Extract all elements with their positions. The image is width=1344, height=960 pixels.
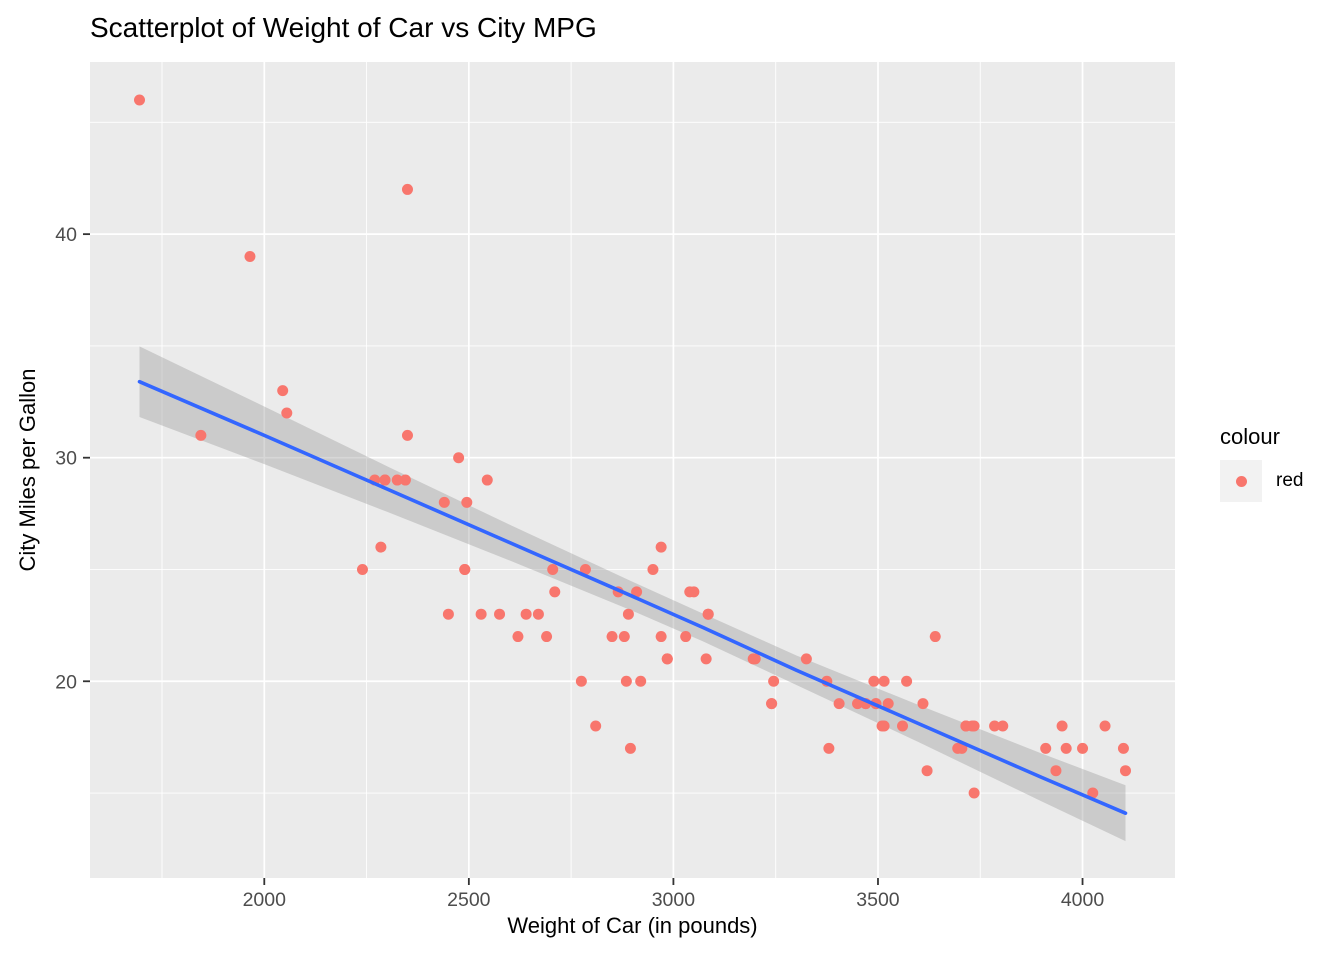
- data-point: [575, 675, 587, 687]
- data-point: [401, 183, 413, 195]
- data-point: [1060, 742, 1072, 754]
- data-point: [1117, 742, 1129, 754]
- plot-panel: [90, 62, 1175, 878]
- data-point: [878, 675, 890, 687]
- data-point: [401, 429, 413, 441]
- data-point: [442, 608, 454, 620]
- data-point: [929, 631, 941, 643]
- y-axis-title: City Miles per Gallon: [15, 368, 40, 572]
- data-point: [702, 608, 714, 620]
- data-point: [655, 631, 667, 643]
- data-point: [453, 452, 465, 464]
- data-point: [277, 385, 289, 397]
- x-tick-label: 3500: [856, 889, 900, 911]
- data-point: [1050, 765, 1062, 777]
- data-point: [494, 608, 506, 620]
- data-point: [1119, 765, 1131, 777]
- data-point: [635, 675, 647, 687]
- data-point: [655, 541, 667, 553]
- data-point: [1077, 742, 1089, 754]
- data-point: [379, 474, 391, 486]
- data-point: [244, 250, 256, 262]
- y-tick-label: 40: [55, 224, 77, 246]
- data-point: [195, 429, 207, 441]
- data-point: [768, 675, 780, 687]
- data-point: [647, 563, 659, 575]
- data-point: [631, 586, 643, 598]
- data-point: [549, 586, 561, 598]
- data-point: [620, 675, 632, 687]
- data-point: [661, 653, 673, 665]
- data-point: [1056, 720, 1068, 732]
- data-point: [749, 653, 761, 665]
- legend-key: [1220, 460, 1262, 502]
- data-point: [901, 675, 913, 687]
- data-point: [461, 496, 473, 508]
- data-point: [1099, 720, 1111, 732]
- data-point: [960, 720, 972, 732]
- data-point: [897, 720, 909, 732]
- data-point: [356, 563, 368, 575]
- data-point: [1040, 742, 1052, 754]
- data-point: [459, 563, 471, 575]
- x-tick-label: 3000: [652, 889, 696, 911]
- data-point: [134, 94, 146, 106]
- data-point: [475, 608, 487, 620]
- data-point: [989, 720, 1001, 732]
- data-point: [579, 563, 591, 575]
- data-point: [547, 563, 559, 575]
- data-point: [1087, 787, 1099, 799]
- y-tick-label: 30: [55, 448, 77, 470]
- legend-title: colour: [1220, 424, 1280, 449]
- legend-point-icon: [1235, 475, 1247, 487]
- data-point: [852, 698, 864, 710]
- legend: colour red: [1220, 424, 1303, 502]
- regression-line: [137, 379, 1128, 815]
- data-point: [590, 720, 602, 732]
- data-point: [800, 653, 812, 665]
- data-point: [391, 474, 403, 486]
- legend-label: red: [1276, 470, 1304, 491]
- data-point: [823, 742, 835, 754]
- data-point: [700, 653, 712, 665]
- data-point: [968, 787, 980, 799]
- data-point: [766, 698, 778, 710]
- data-point: [622, 608, 634, 620]
- data-point: [520, 608, 532, 620]
- x-tick-label: 2000: [243, 889, 287, 911]
- data-point: [921, 765, 933, 777]
- data-point: [868, 675, 880, 687]
- data-point: [882, 698, 894, 710]
- data-point: [541, 631, 553, 643]
- data-point: [680, 631, 692, 643]
- data-point: [917, 698, 929, 710]
- data-point: [688, 586, 700, 598]
- data-point: [481, 474, 493, 486]
- data-point: [399, 474, 411, 486]
- data-point: [624, 742, 636, 754]
- x-tick-label: 2500: [447, 889, 491, 911]
- data-point: [532, 608, 544, 620]
- data-point: [606, 631, 618, 643]
- data-point: [997, 720, 1009, 732]
- legend-entry: red: [1220, 460, 1303, 502]
- x-tick-label: 4000: [1061, 889, 1105, 911]
- data-point: [952, 742, 964, 754]
- data-point: [281, 407, 293, 419]
- data-point: [438, 496, 450, 508]
- data-point: [375, 541, 387, 553]
- y-tick-label: 20: [55, 671, 77, 693]
- x-axis-title: Weight of Car (in pounds): [507, 913, 758, 938]
- data-point: [833, 698, 845, 710]
- chart-title: Scatterplot of Weight of Car vs City MPG: [90, 12, 597, 43]
- data-point: [618, 631, 630, 643]
- data-point: [878, 720, 890, 732]
- data-point: [512, 631, 524, 643]
